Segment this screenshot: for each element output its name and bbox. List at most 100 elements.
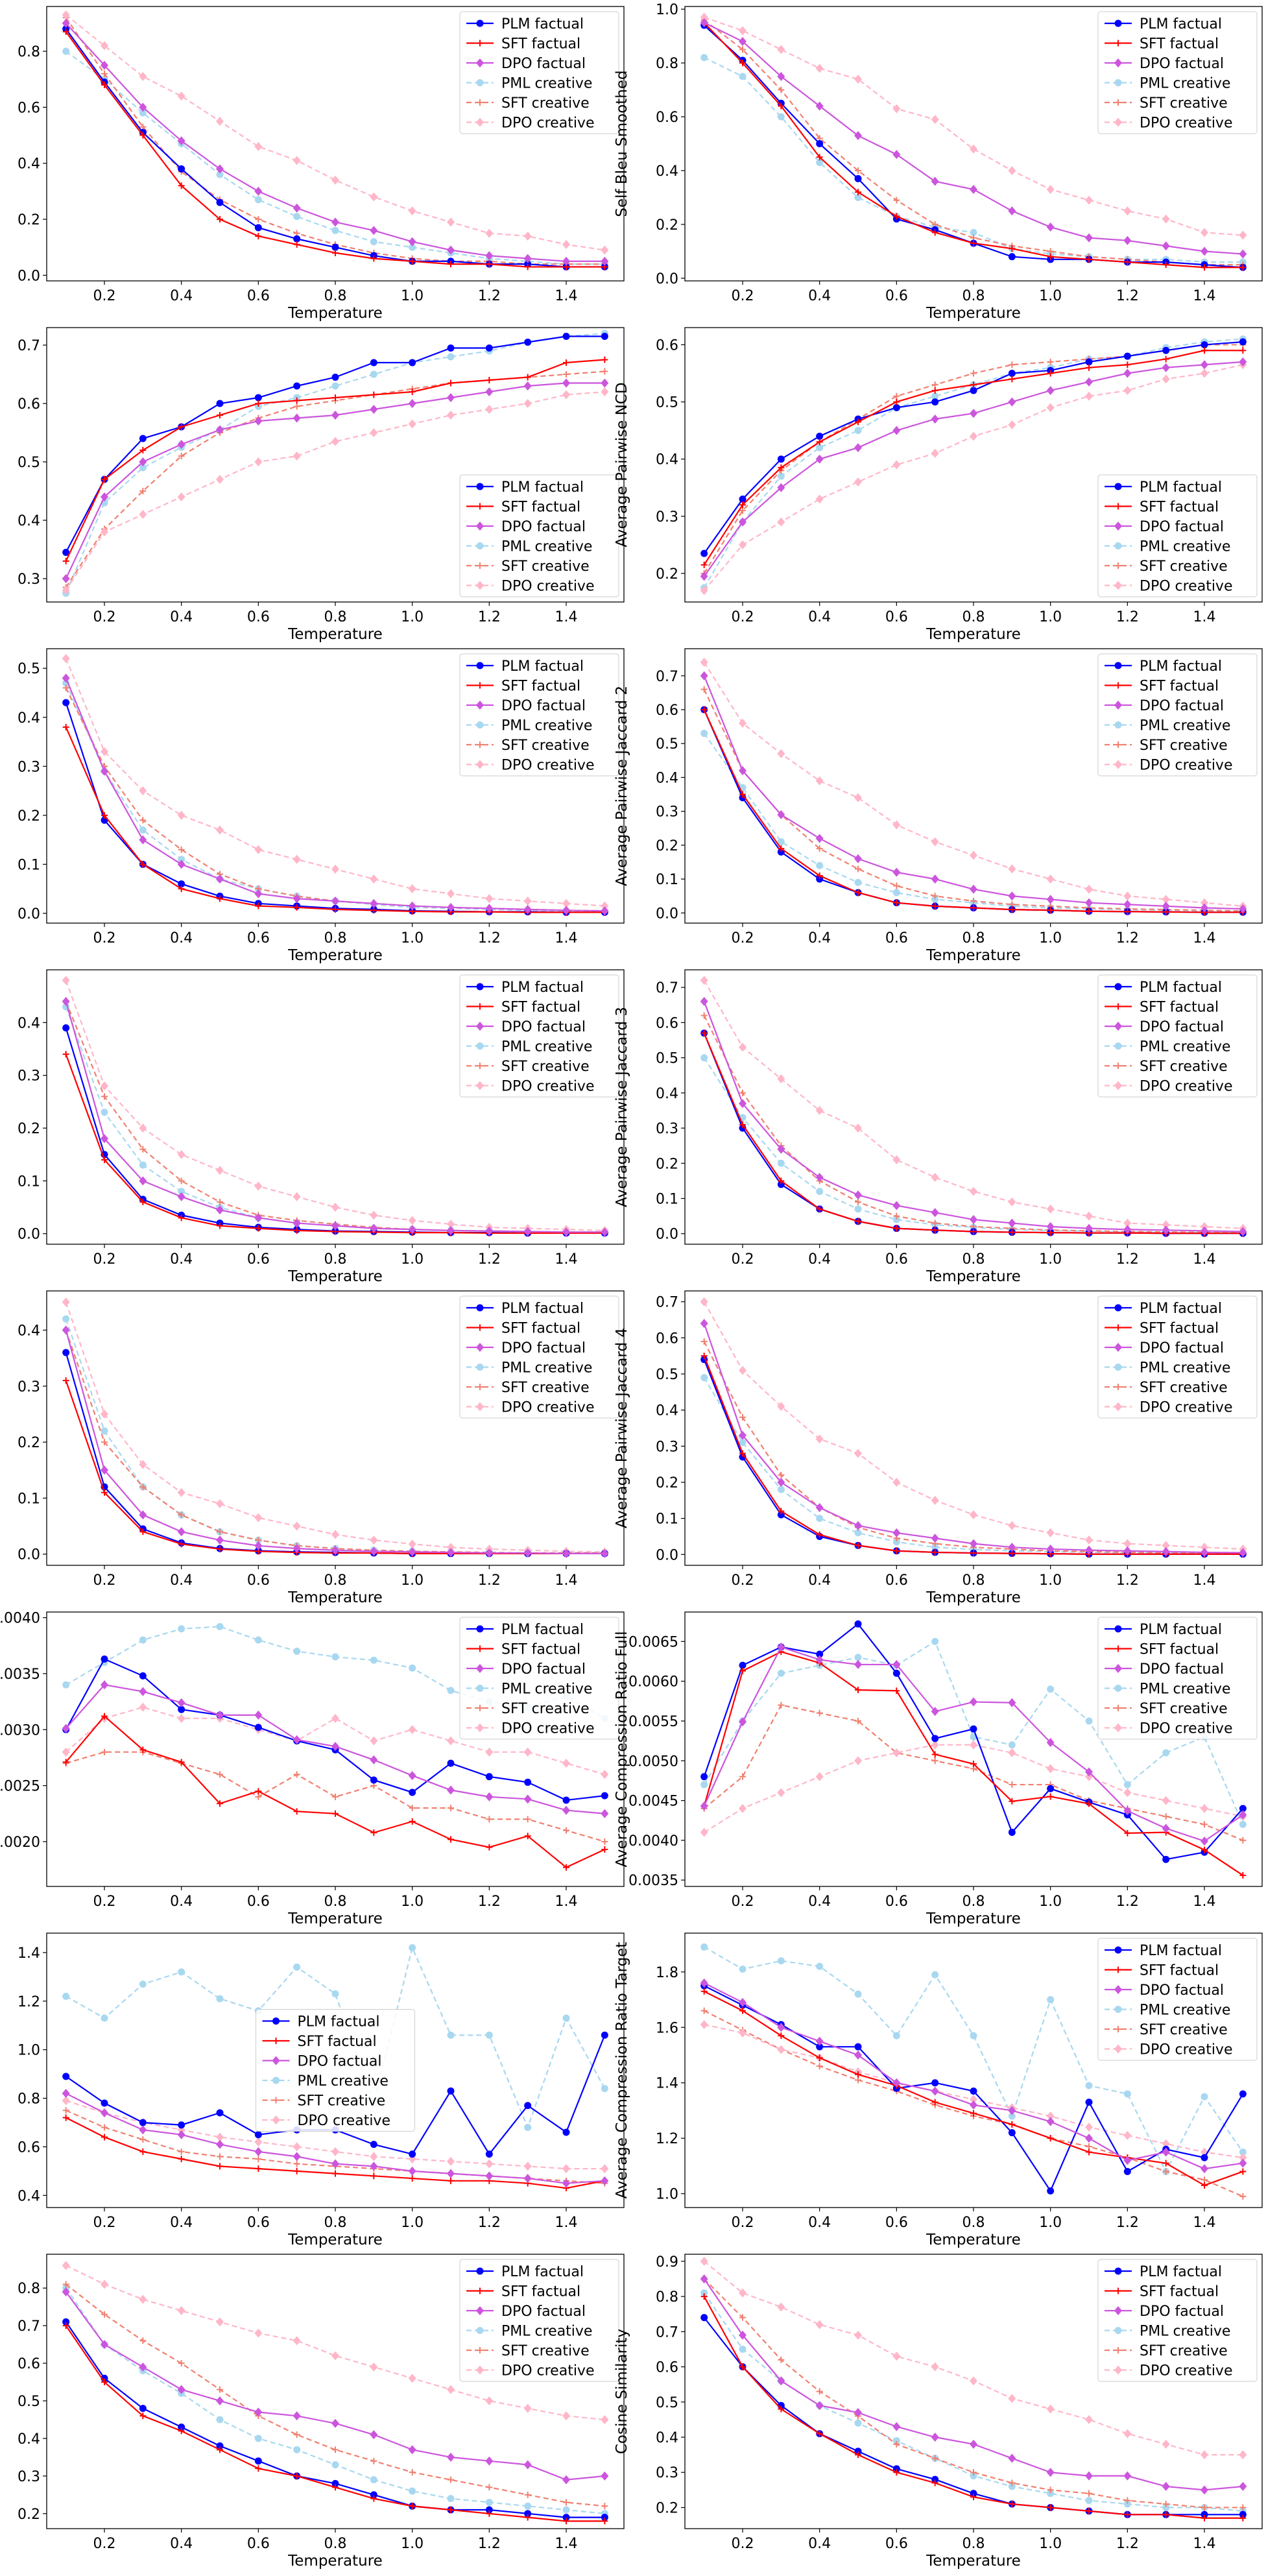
data-point — [447, 889, 455, 898]
data-point — [700, 1781, 708, 1788]
legend-marker — [477, 562, 483, 569]
data-point — [447, 411, 455, 420]
legend-label: DPO factual — [1140, 56, 1224, 72]
y-tick-label: 0.0060 — [628, 1674, 678, 1691]
data-point — [408, 901, 416, 911]
y-tick-label: 0.5 — [18, 661, 40, 677]
data-point — [1123, 2167, 1131, 2175]
data-point — [931, 1220, 938, 1227]
data-point — [178, 2148, 185, 2155]
series-line — [703, 338, 1243, 588]
data-point — [1162, 1541, 1170, 1550]
data-point — [293, 894, 301, 904]
data-point — [1047, 2490, 1055, 2498]
y-tick-label: 0.1 — [18, 857, 40, 873]
data-point — [447, 2087, 455, 2095]
legend-marker — [477, 741, 483, 748]
legend-label: DPO creative — [501, 1400, 594, 1416]
series-sft-creative — [62, 2281, 608, 2510]
data-point — [447, 2031, 455, 2039]
y-tick-label: 0.5 — [18, 455, 40, 471]
data-point — [485, 894, 494, 904]
legend-label: PLM factual — [501, 1301, 584, 1317]
data-point — [931, 387, 938, 394]
data-point — [1239, 1836, 1247, 1844]
y-tick-label: 0.7 — [656, 1295, 678, 1311]
data-point — [970, 370, 977, 377]
series-dpo-factual — [700, 671, 1247, 914]
data-point — [1123, 891, 1132, 901]
data-point — [216, 2317, 224, 2327]
legend-marker — [1114, 2006, 1122, 2013]
legend-label: DPO factual — [1140, 1340, 1224, 1356]
data-point — [254, 196, 262, 204]
data-point — [815, 1172, 824, 1182]
legend-marker — [476, 581, 484, 590]
data-point — [777, 1144, 785, 1154]
data-point — [293, 2411, 301, 2421]
x-tick-label: 0.8 — [324, 609, 347, 625]
y-tick-label: 0.3 — [656, 1121, 678, 1137]
data-point — [217, 216, 223, 223]
x-tick-label: 1.2 — [478, 288, 501, 304]
data-point — [217, 412, 223, 418]
data-point — [739, 73, 747, 80]
data-point — [62, 1297, 70, 1307]
x-tick-label: 0.8 — [962, 1251, 985, 1268]
data-point — [931, 837, 939, 847]
data-point — [893, 899, 900, 906]
data-point — [1085, 1545, 1093, 1555]
data-point — [892, 820, 901, 830]
data-point — [139, 1980, 147, 1988]
data-point — [62, 1759, 69, 1766]
data-point — [739, 1717, 747, 1727]
data-point — [293, 403, 300, 410]
data-point — [178, 1968, 185, 1976]
data-point — [101, 2340, 108, 2350]
data-point — [739, 2314, 746, 2321]
data-point — [777, 1486, 785, 1493]
x-axis-title: Temperature — [926, 1910, 1021, 1927]
data-point — [524, 2102, 532, 2110]
y-tick-label: 1.0 — [656, 2187, 678, 2203]
data-point — [1047, 2486, 1054, 2494]
y-tick-label: 0.6 — [18, 2356, 40, 2372]
data-point — [778, 102, 785, 110]
data-point — [254, 1213, 263, 1223]
legend-box — [459, 653, 619, 776]
data-point — [778, 1702, 785, 1709]
legend-label: SFT creative — [501, 1380, 590, 1396]
data-point — [777, 1669, 785, 1677]
series-dpo-factual — [700, 357, 1247, 581]
data-point — [739, 501, 746, 509]
y-tick-label: 0.2 — [18, 1121, 40, 1137]
data-point — [931, 1735, 939, 1742]
data-point — [178, 1214, 185, 1222]
data-point — [700, 572, 708, 581]
y-tick-label: 0.3 — [656, 1439, 678, 1455]
data-point — [931, 1172, 939, 1182]
series-dpo-factual — [700, 2274, 1247, 2495]
data-point — [139, 71, 147, 81]
data-point — [854, 2051, 862, 2060]
data-point — [293, 235, 301, 243]
legend-label: PLM factual — [501, 2264, 584, 2280]
data-point — [524, 1833, 531, 1840]
data-point — [931, 2362, 939, 2372]
legend-label: DPO factual — [501, 519, 586, 535]
data-point — [101, 2124, 108, 2131]
data-point — [1046, 1528, 1055, 1537]
data-point — [700, 1773, 708, 1781]
legend-marker — [1114, 1081, 1122, 1090]
data-point — [255, 216, 262, 223]
data-point — [524, 2510, 532, 2518]
data-point — [1123, 235, 1132, 245]
data-point — [816, 845, 823, 852]
data-point — [1046, 2404, 1055, 2414]
data-point — [1046, 2468, 1055, 2477]
legend-label: PML creative — [501, 1360, 592, 1377]
data-point — [739, 1089, 746, 1096]
y-tick-label: 0.3 — [656, 804, 678, 821]
data-point — [892, 1201, 901, 1210]
x-tick-label: 0.8 — [324, 2215, 347, 2231]
